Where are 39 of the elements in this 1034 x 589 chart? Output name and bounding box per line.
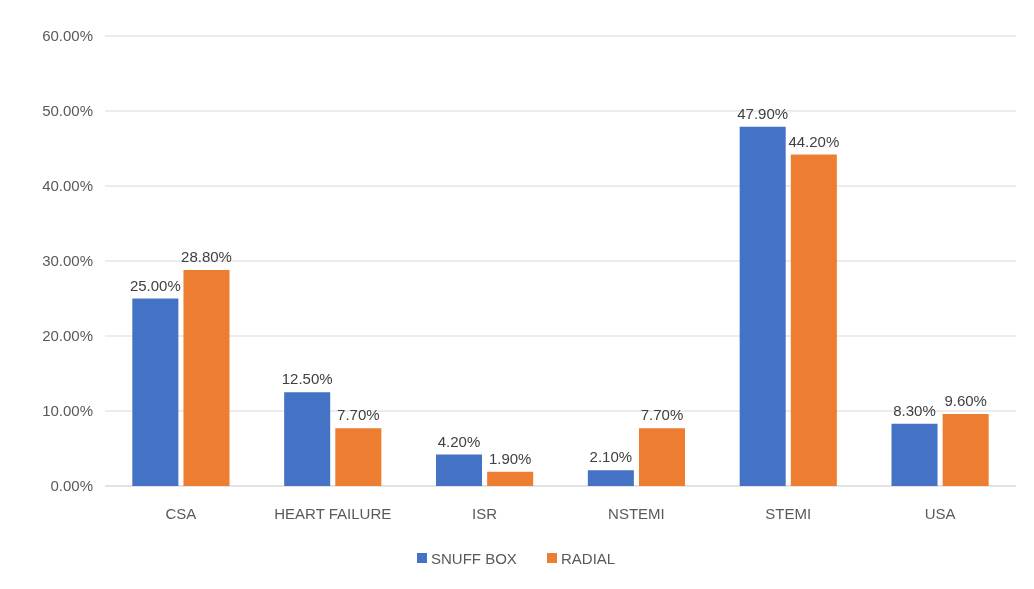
y-tick-label: 60.00% [42,27,93,45]
bar [335,428,382,486]
y-tick-label: 50.00% [42,102,93,120]
x-tick-label: USA [924,505,956,522]
x-tick-label: STEMI [765,505,812,522]
bar [284,392,331,486]
bar [132,298,179,486]
data-label: 44.20% [788,132,840,150]
data-label: 9.60% [944,392,987,409]
bar [638,428,685,486]
data-label: 2.10% [589,448,633,466]
x-tick-label: CSA [165,505,197,522]
data-label: 4.20% [437,432,481,450]
y-tick-label: 20.00% [42,327,93,345]
bar [942,414,989,486]
y-tick-label: 30.00% [42,252,93,270]
data-label: 12.50% [281,370,333,388]
data-label: 25.00% [129,276,181,294]
x-tick-label: HEART FAILURE [274,505,392,522]
data-label: 47.90% [737,104,789,122]
data-label: 8.30% [893,401,936,419]
x-tick-label: NSTEMI [608,505,665,522]
data-label: 7.70% [640,406,684,424]
y-tick-label: 10.00% [42,402,93,420]
bar [891,423,938,486]
bar [183,270,230,486]
bar [790,154,837,486]
bar [436,454,483,486]
legend-label: SNUFF BOX [431,550,517,568]
legend-label: RADIAL [561,550,616,568]
y-tick-label: 40.00% [42,177,93,195]
bar [587,470,634,486]
x-tick-label: ISR [472,505,498,522]
bar [739,126,786,486]
data-label: 1.90% [488,449,532,467]
data-label: 28.80% [181,248,232,265]
data-label: 7.70% [337,406,380,424]
y-tick-label: 0.00% [50,477,93,495]
bar [487,471,534,486]
